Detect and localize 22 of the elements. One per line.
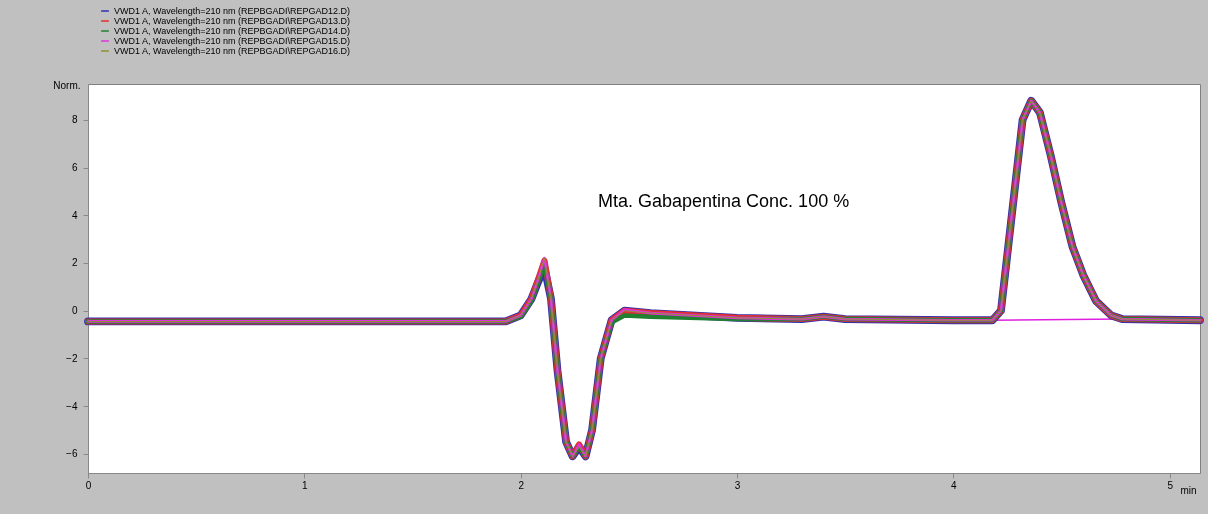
x-tick-label: 1 <box>302 479 309 491</box>
y-axis-title: Norm. <box>53 79 81 91</box>
legend-label: VWD1 A, Wavelength=210 nm (REPBGADI\REPGAD16.D) <box>114 46 351 56</box>
y-tick-label: 4 <box>71 209 78 221</box>
x-tick-label: 4 <box>951 479 958 491</box>
x-tick-label: 0 <box>85 479 92 491</box>
y-tick-label: −4 <box>66 400 78 412</box>
y-tick-label: 2 <box>71 257 78 269</box>
y-tick-label: −2 <box>66 352 78 364</box>
y-tick-label: 8 <box>71 114 78 126</box>
legend-label: VWD1 A, Wavelength=210 nm (REPBGADI\REPGAD13.D) <box>114 16 351 26</box>
legend-label: VWD1 A, Wavelength=210 nm (REPBGADI\REPGAD14.D) <box>114 26 351 36</box>
legend-label: VWD1 A, Wavelength=210 nm (REPBGADI\REPGAD12.D) <box>114 6 351 16</box>
x-tick-label: 3 <box>734 479 741 491</box>
x-axis-title: min <box>1180 484 1197 496</box>
x-tick-label: 5 <box>1167 479 1174 491</box>
y-tick-label: 0 <box>71 305 78 317</box>
legend-label: VWD1 A, Wavelength=210 nm (REPBGADI\REPGAD15.D) <box>114 36 351 46</box>
annotation: Mta. Gabapentina Conc. 100 % <box>598 191 850 211</box>
y-tick-label: 6 <box>71 162 78 174</box>
x-tick-label: 2 <box>518 479 525 491</box>
y-tick-label: −6 <box>66 448 78 460</box>
